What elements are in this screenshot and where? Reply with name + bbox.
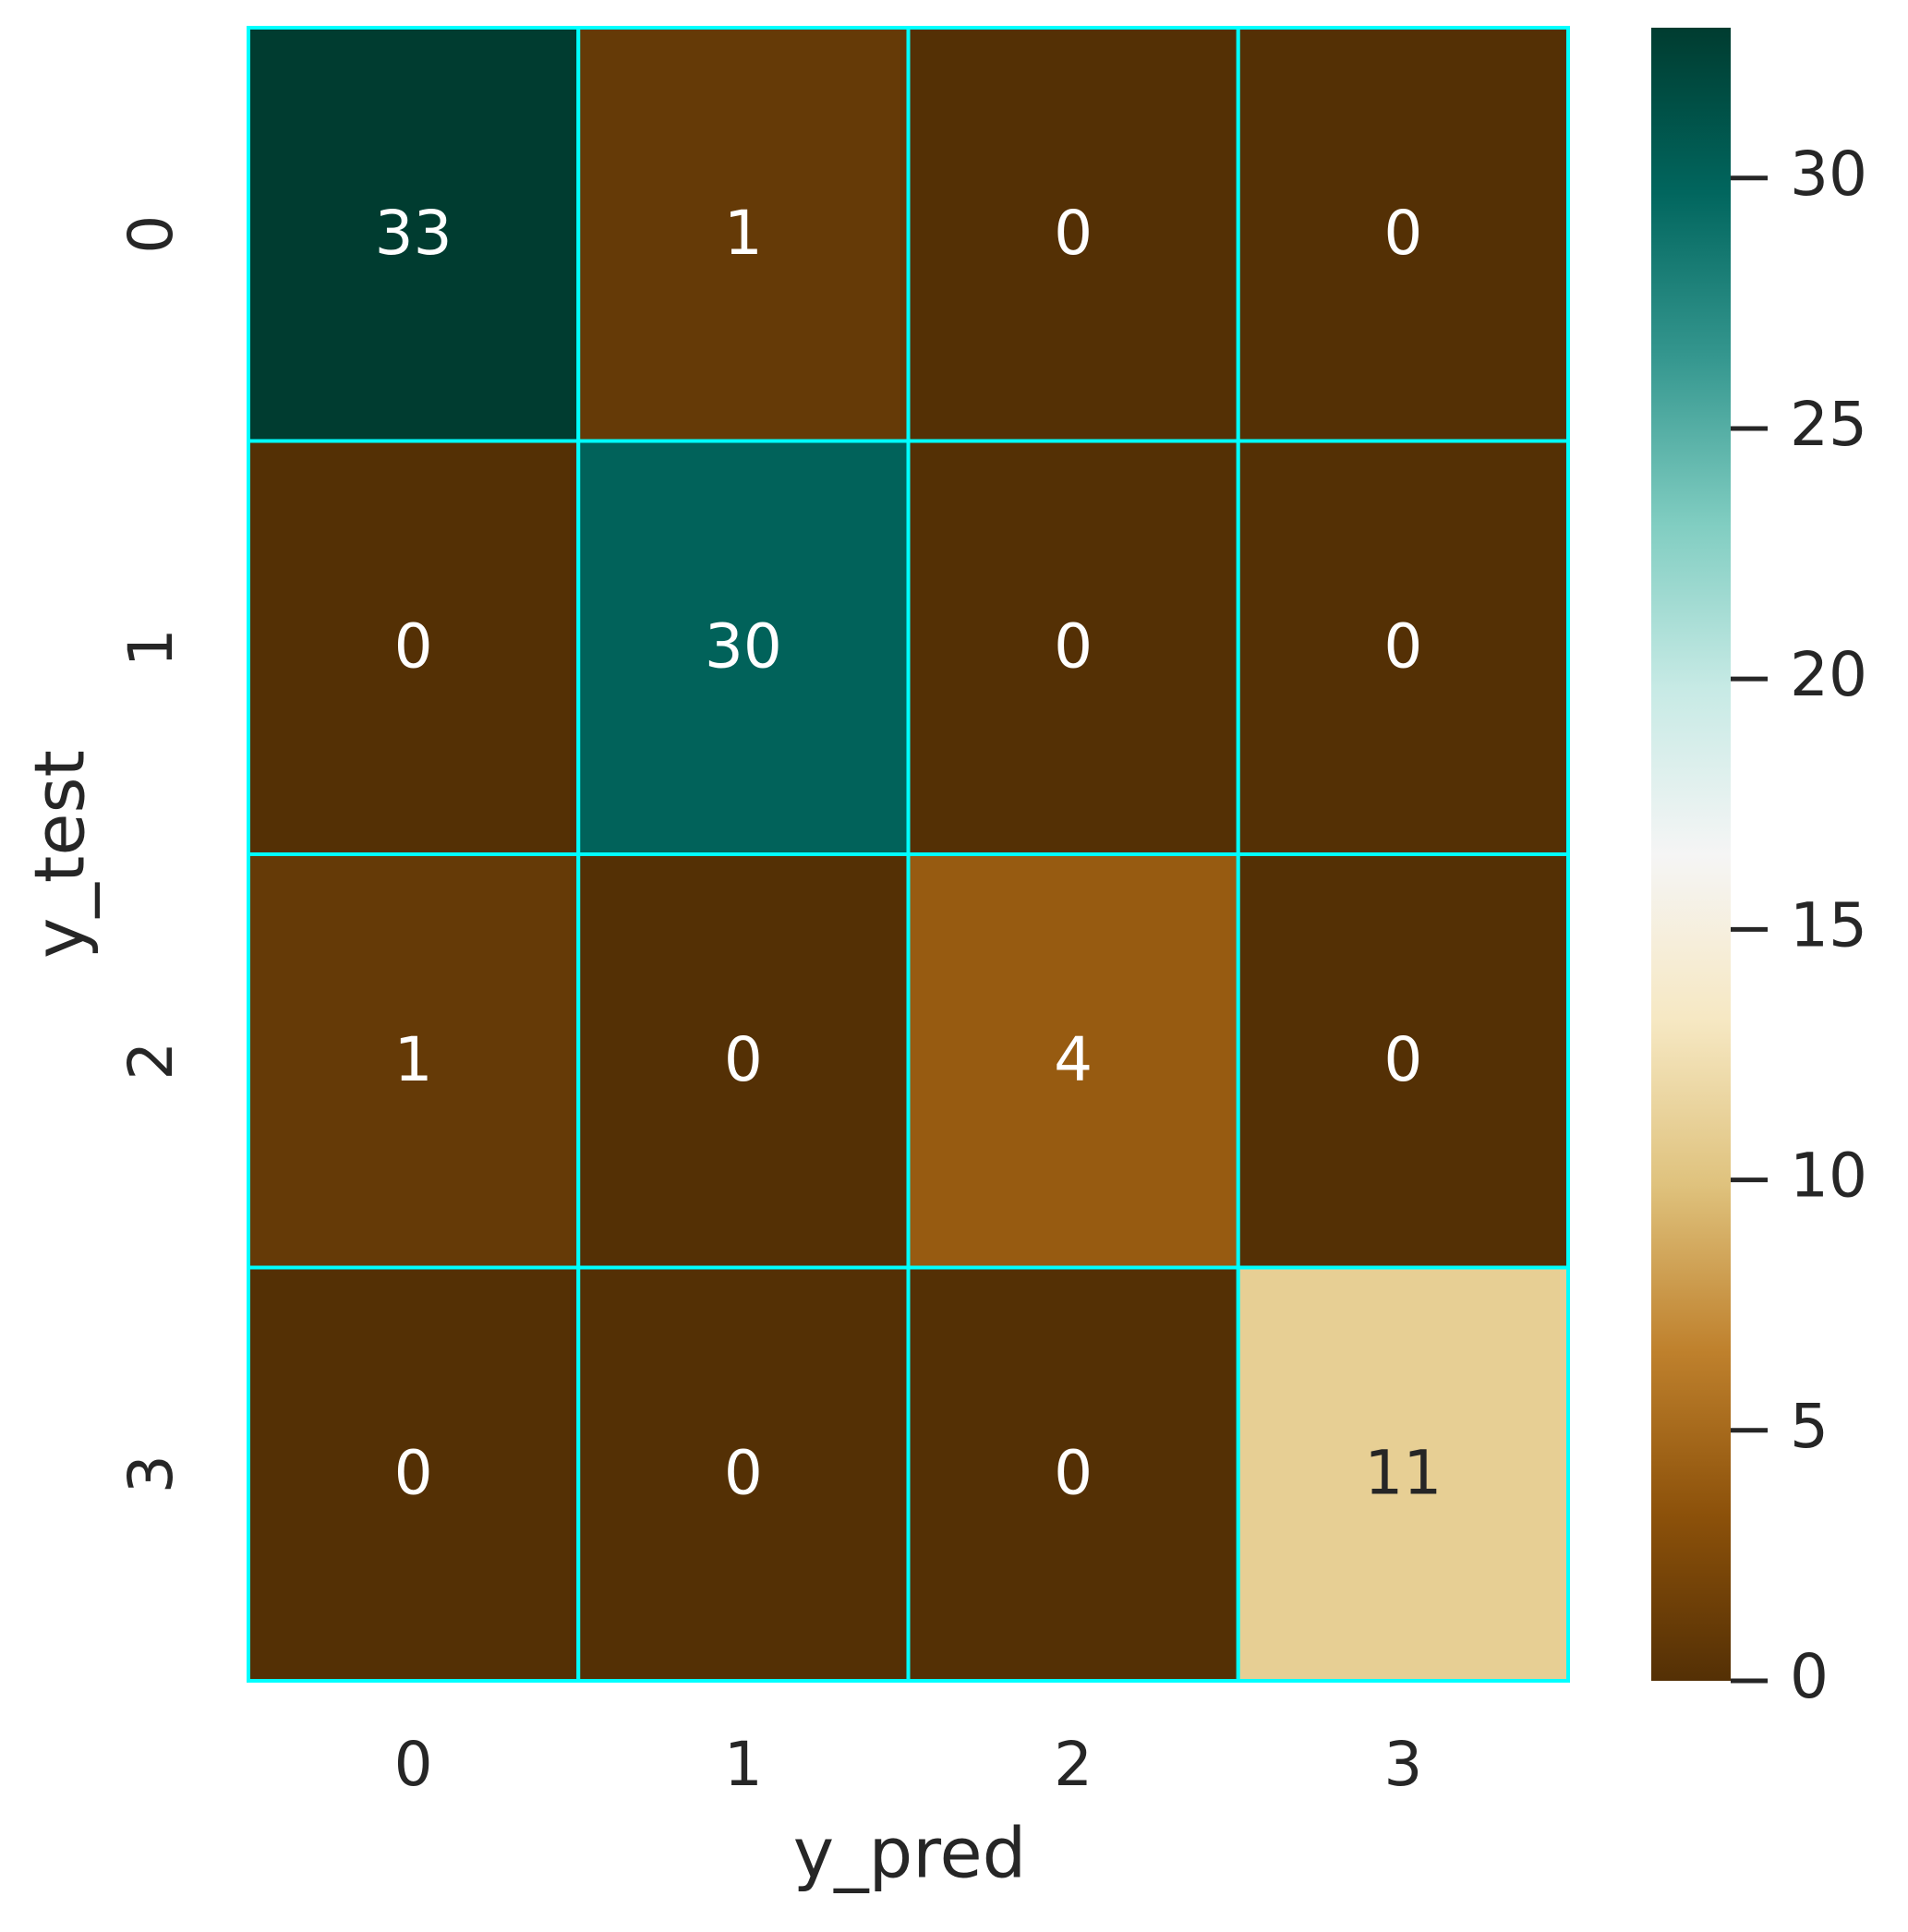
colorbar-tick-label: 10 (1790, 1141, 1867, 1212)
y-tick-label: 0 (115, 215, 187, 254)
cell-label: 0 (1054, 610, 1093, 682)
y-tick-label: 2 (115, 1042, 187, 1081)
x-tick-label: 2 (1054, 1729, 1093, 1800)
heatmap-cell (576, 26, 911, 443)
cell-label: 11 (1364, 1437, 1442, 1508)
colorbar-tick-label: 30 (1790, 139, 1867, 210)
cell-label: 0 (394, 1437, 433, 1508)
cell-label: 0 (394, 610, 433, 682)
heatmap-cell (576, 1265, 911, 1683)
cell-label: 0 (1054, 1437, 1093, 1508)
heatmap-cell (247, 26, 581, 443)
cell-label: 1 (394, 1024, 433, 1095)
cell-label: 0 (1054, 198, 1093, 269)
heatmap-cell (247, 1265, 581, 1683)
cell-label: 0 (724, 1024, 763, 1095)
x-tick-label: 3 (1383, 1729, 1422, 1800)
colorbar-tick-label: 25 (1790, 389, 1867, 460)
y-tick-label: 3 (115, 1455, 187, 1493)
cell-label: 4 (1054, 1024, 1093, 1095)
cell-label: 0 (1383, 198, 1422, 269)
cell-label: 0 (1383, 610, 1422, 682)
heatmap-cell (576, 852, 911, 1270)
heatmap-cell (1236, 439, 1570, 856)
heatmap-cell (1236, 852, 1570, 1270)
colorbar-tick-label: 20 (1790, 639, 1867, 710)
cell-label: 30 (705, 610, 782, 682)
cell-label: 33 (375, 198, 453, 269)
x-axis-label: y_pred (793, 1813, 1026, 1894)
heatmap-cell (1236, 26, 1570, 443)
x-tick-label: 1 (724, 1729, 763, 1800)
heatmap-cell (906, 26, 1240, 443)
y-axis-label: y_test (19, 750, 101, 959)
heatmap-cell (576, 439, 911, 856)
heatmap-cell (906, 1265, 1240, 1683)
colorbar-tick-label: 15 (1790, 889, 1867, 960)
colorbar (1651, 28, 1731, 1681)
x-tick-label: 0 (394, 1729, 433, 1800)
colorbar-tick-label: 5 (1790, 1391, 1829, 1462)
colorbar-tick-label: 0 (1790, 1641, 1829, 1712)
y-tick-label: 1 (115, 628, 187, 667)
cell-label: 0 (1383, 1024, 1422, 1095)
cell-label: 1 (724, 198, 763, 269)
heatmap-cell (1236, 1265, 1570, 1683)
heatmap-cell (247, 439, 581, 856)
cell-label: 0 (724, 1437, 763, 1508)
